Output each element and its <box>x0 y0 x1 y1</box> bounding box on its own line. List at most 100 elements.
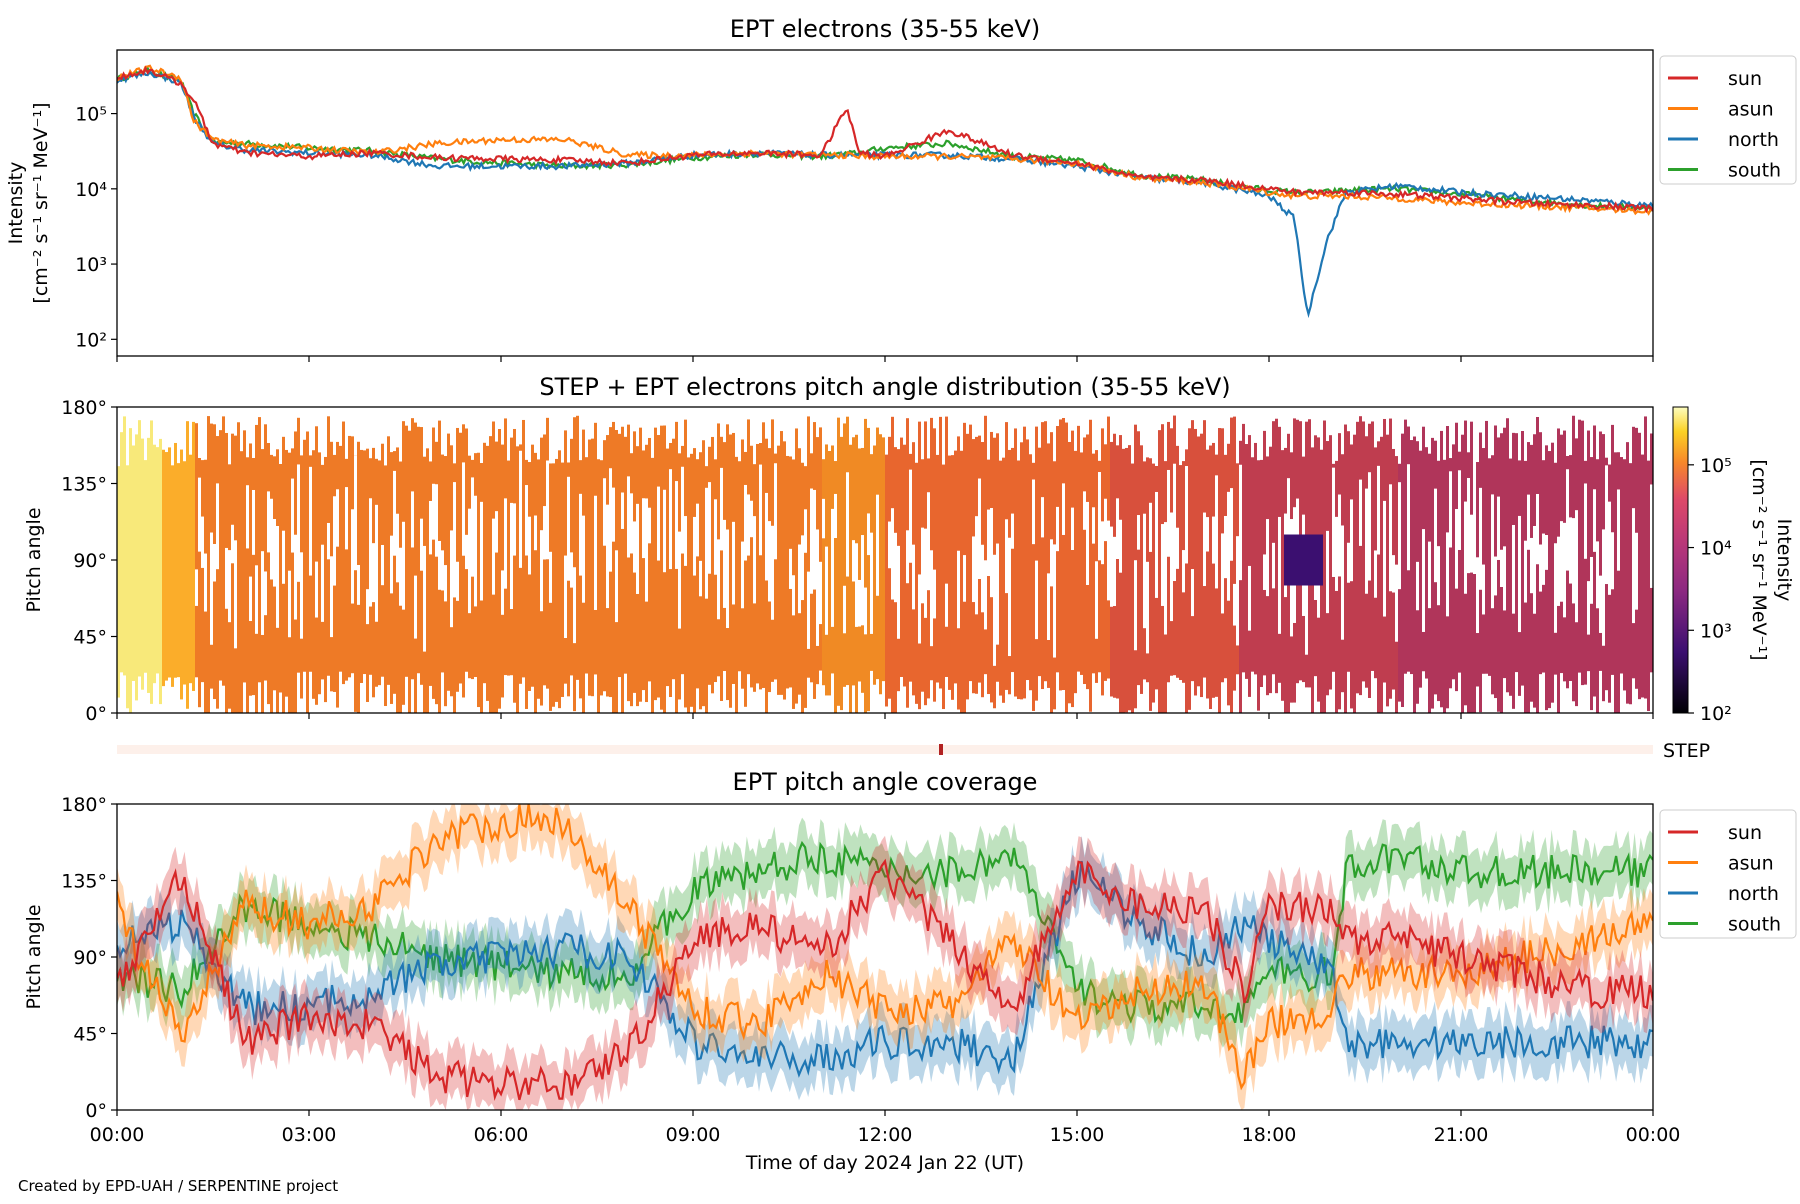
heatmap-gap <box>1215 475 1218 589</box>
heatmap-column <box>696 459 699 689</box>
heatmap-column <box>1353 434 1356 713</box>
heatmap-column <box>513 428 516 703</box>
heatmap-gap <box>1113 536 1116 607</box>
heatmap-column <box>1104 444 1107 681</box>
heatmap-column <box>687 457 690 713</box>
heatmap-gap <box>315 561 318 618</box>
heatmap-column <box>252 457 255 696</box>
heatmap-column <box>795 428 798 704</box>
heatmap-column <box>489 436 492 713</box>
heatmap-gap <box>726 529 729 629</box>
heatmap-gap <box>354 455 357 571</box>
heatmap-column <box>426 448 429 713</box>
heatmap-column <box>543 434 546 686</box>
heatmap-column <box>1485 420 1488 674</box>
heatmap-column <box>195 423 198 678</box>
heatmap-column <box>219 430 222 681</box>
heatmap-gap <box>1533 525 1536 614</box>
heatmap-column <box>666 448 669 687</box>
panel2-ylabel: Pitch angle <box>23 507 45 612</box>
heatmap-gap <box>567 476 570 581</box>
heatmap-column <box>1254 442 1257 675</box>
heatmap-gap <box>549 551 552 603</box>
heatmap-column <box>1191 420 1194 682</box>
heatmap-column <box>1062 417 1065 691</box>
heatmap-gap <box>1296 498 1299 557</box>
heatmap-column <box>1089 419 1092 712</box>
heatmap-gap <box>759 464 762 556</box>
heatmap-column <box>864 418 867 713</box>
heatmap-gap <box>1203 512 1206 587</box>
heatmap-column <box>1377 441 1380 713</box>
heatmap-gap <box>1206 517 1209 552</box>
heatmap-gap <box>984 560 987 630</box>
step-strip: STEP <box>117 740 1710 762</box>
heatmap-gap <box>1518 515 1521 633</box>
heatmap-column <box>1467 452 1470 713</box>
heatmap-column <box>405 425 408 677</box>
heatmap-gap <box>1305 559 1308 655</box>
heatmap-column <box>384 465 387 707</box>
heatmap-column <box>306 431 309 713</box>
heatmap-gap <box>1392 555 1395 593</box>
intensity-series-group <box>117 64 1653 319</box>
heatmap-gap <box>750 500 753 538</box>
heatmap-gap <box>444 565 447 602</box>
heatmap-column <box>954 450 957 684</box>
heatmap-gap <box>198 477 201 552</box>
heatmap-gap <box>957 550 960 629</box>
heatmap-column <box>1443 459 1446 713</box>
heatmap-dropout <box>1317 534 1320 586</box>
heatmap-gap <box>1155 491 1158 598</box>
heatmap-column <box>942 464 945 710</box>
heatmap-gap <box>1041 497 1044 538</box>
heatmap-gap <box>945 583 948 627</box>
colorbar-tick-label: 10² <box>1700 703 1732 725</box>
heatmap-column <box>591 438 594 697</box>
heatmap-column <box>249 443 252 696</box>
heatmap-gap <box>1263 554 1266 590</box>
heatmap-gap <box>1239 464 1242 581</box>
coverage-line-asun <box>117 804 1653 1091</box>
heatmap-gap <box>1374 550 1377 598</box>
heatmap-column <box>693 448 696 713</box>
heatmap-column <box>729 434 732 708</box>
heatmap-gap <box>696 503 699 557</box>
heatmap-column <box>1017 460 1020 700</box>
heatmap-column <box>786 455 789 689</box>
heatmap-column <box>1209 445 1212 710</box>
heatmap-column <box>1032 462 1035 711</box>
heatmap-column <box>171 465 174 687</box>
xtick-label: 18:00 <box>1242 1124 1297 1146</box>
heatmap-gap <box>645 498 648 602</box>
heatmap-gap <box>642 498 645 559</box>
heatmap-gap <box>525 485 528 556</box>
heatmap-gap <box>1587 581 1590 635</box>
heatmap-gap <box>246 485 249 549</box>
heatmap-gap <box>675 481 678 569</box>
heatmap-gap <box>1182 550 1185 593</box>
heatmap-column <box>1047 443 1050 688</box>
heatmap-gap <box>423 545 426 652</box>
heatmap-dropout <box>1311 534 1314 586</box>
heatmap-gap <box>1605 465 1608 585</box>
heatmap-gap <box>1455 509 1458 589</box>
heatmap-column <box>1230 417 1233 713</box>
heatmap-gap <box>603 478 606 546</box>
heatmap-column <box>945 416 948 677</box>
heatmap-gap <box>891 508 894 600</box>
heatmap-gap <box>897 545 900 639</box>
heatmap-column <box>393 451 396 694</box>
heatmap-gap <box>435 484 438 557</box>
heatmap-gap <box>765 492 768 581</box>
heatmap-gap <box>987 509 990 577</box>
legend-label-north: north <box>1728 883 1779 905</box>
heatmap-gap <box>1101 521 1104 565</box>
heatmap-gap <box>1056 506 1059 552</box>
heatmap-column <box>987 459 990 695</box>
intensity-line-sun <box>117 65 1653 214</box>
heatmap-gap <box>543 506 546 560</box>
heatmap-gap <box>1530 537 1533 594</box>
heatmap-column <box>1527 442 1530 713</box>
heatmap-gap <box>570 552 573 588</box>
